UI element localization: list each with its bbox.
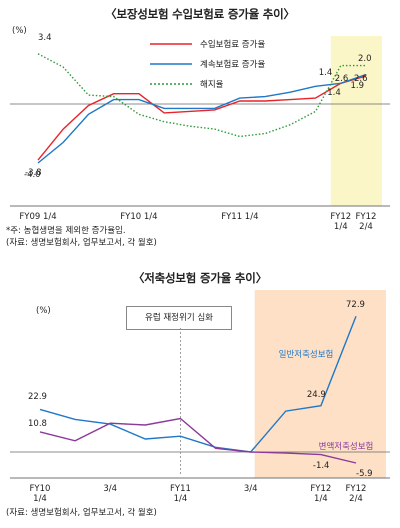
bottom-series-line-0: [39, 316, 357, 453]
top-data-label-1-12: 1.4: [318, 68, 333, 79]
legend-label-premium: 수입보험료 증가율: [200, 40, 266, 50]
top-data-label-1-0: -4.0: [24, 170, 41, 181]
top-data-label-0-12: 1.4: [327, 88, 341, 99]
top-x-tick-1: FY10 1/4: [120, 212, 158, 222]
top-chart-note-2: (자료: 생명보험회사, 업무보고서, 각 월호): [6, 238, 157, 248]
bottom-data-label-1-0: 10.8: [28, 418, 47, 429]
event-annotation: 유럽 재정위기 심화: [126, 306, 232, 330]
bottom-chart-unit: (%): [36, 306, 51, 316]
bottom-x-tick-1: 3/4: [103, 484, 118, 494]
bottom-highlight-band: [254, 290, 386, 478]
bottom-x-tick-0: FY10 1/4: [29, 484, 51, 504]
bottom-series-name-1: 변액저축성보험: [318, 442, 374, 452]
top-chart-note-1: *주: 농협생명을 제외한 증가율임.: [6, 226, 126, 236]
bottom-series-line-1: [39, 417, 357, 464]
top-series-line-2: [37, 53, 366, 138]
bottom-data-label-0-8: 24.9: [306, 389, 326, 400]
legend-label-renewal: 계속보험료 증가율: [200, 60, 266, 70]
bottom-x-tick-2: FY11 1/4: [169, 484, 191, 504]
bottom-x-tick-4: FY12 1/4: [310, 484, 332, 504]
top-x-tick-3: FY12 1/4: [330, 212, 352, 232]
top-x-tick-4: FY12 2/4: [355, 212, 377, 232]
bottom-chart-title: 〈저축성보험 증가율 추이〉: [132, 271, 267, 285]
top-chart-title: 〈보장성보험 수입보험료 증가율 추이〉: [105, 7, 295, 21]
top-series-line-1: [37, 73, 367, 164]
legend-label-lapse: 해지율: [200, 80, 224, 90]
top-highlight-band: [330, 36, 382, 206]
bottom-data-label-0-9: 72.9: [346, 300, 365, 311]
top-series-line-0: [37, 75, 367, 161]
top-data-label-1-13: 2.0: [358, 54, 372, 65]
bottom-data-label-0-0: 22.9: [28, 392, 47, 403]
bottom-data-label-1-8: -1.4: [312, 460, 330, 471]
top-x-tick-0: FY09 1/4: [19, 212, 57, 222]
legend-swatch-premium: [150, 43, 192, 45]
top-data-label-2-0: 3.4: [38, 32, 52, 43]
top-x-tick-2: FY11 1/4: [221, 212, 259, 222]
bottom-chart-note: (자료: 생명보험회사, 업무보고서, 각 월호): [6, 508, 157, 518]
top-data-label-2-12: 2.6: [334, 73, 349, 84]
legend-swatch-renewal: [150, 63, 192, 65]
top-chart-unit: (%): [12, 26, 27, 36]
bottom-data-label-1-9: -5.9: [356, 468, 373, 479]
top-data-label-2-13: 2.6: [354, 73, 368, 84]
top-data-label-0-13: 1.9: [350, 80, 364, 91]
top-data-label-0-0: -3.8: [25, 168, 42, 179]
bottom-x-tick-5: FY12 2/4: [345, 484, 367, 504]
legend-swatch-lapse: [150, 83, 192, 85]
bottom-series-name-0: 일반저축성보험: [278, 350, 334, 360]
bottom-x-tick-3: 3/4: [243, 484, 258, 494]
